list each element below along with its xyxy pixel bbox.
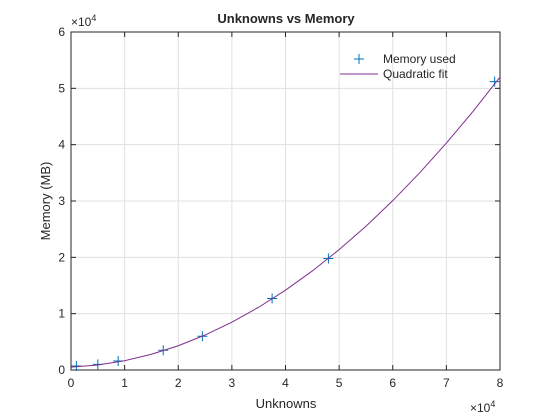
x-tick-label: 5 bbox=[336, 376, 343, 390]
y-tick-label: 3 bbox=[58, 194, 65, 208]
x-axis-label: Unknowns bbox=[256, 396, 317, 411]
x-tick-label: 1 bbox=[121, 376, 128, 390]
y-axis-multiplier: ×104 bbox=[71, 13, 96, 29]
y-axis-multiplier-exponent: 4 bbox=[91, 13, 96, 23]
x-tick-label: 7 bbox=[443, 376, 450, 390]
y-axis-multiplier-base: ×10 bbox=[71, 15, 92, 29]
y-tick-label: 0 bbox=[58, 363, 65, 377]
data-point bbox=[489, 76, 500, 87]
x-tick-label: 0 bbox=[68, 376, 75, 390]
y-tick-label: 6 bbox=[58, 25, 65, 39]
legend-swatch bbox=[354, 54, 364, 64]
x-tick-label: 3 bbox=[229, 376, 236, 390]
x-tick-label: 4 bbox=[282, 376, 289, 390]
x-axis-multiplier: ×104 bbox=[470, 399, 495, 415]
x-axis-multiplier-base: ×10 bbox=[470, 401, 491, 415]
x-tick-label: 8 bbox=[497, 376, 504, 390]
axes-box bbox=[70, 31, 501, 371]
chart-title: Unknowns vs Memory bbox=[217, 11, 355, 26]
legend-label: Memory used bbox=[383, 52, 456, 66]
y-tick-label: 4 bbox=[58, 138, 65, 152]
y-axis-label: Memory (MB) bbox=[38, 162, 53, 241]
x-tick-label: 2 bbox=[175, 376, 182, 390]
x-axis-multiplier-exponent: 4 bbox=[490, 399, 495, 409]
y-tick-label: 1 bbox=[58, 307, 65, 321]
x-tick-label: 6 bbox=[389, 376, 396, 390]
fit-line bbox=[70, 76, 501, 368]
y-tick-label: 2 bbox=[58, 250, 65, 264]
y-tick-label: 5 bbox=[58, 81, 65, 95]
legend-label: Quadratic fit bbox=[383, 67, 448, 81]
